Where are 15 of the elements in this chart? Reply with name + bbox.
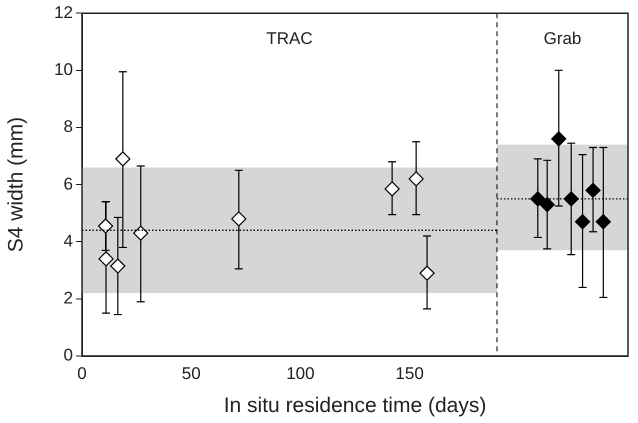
y-tick-label: 8 [64,117,73,136]
x-axis-title: In situ residence time (days) [224,394,486,418]
y-tick-label: 10 [54,60,73,80]
annotation: Grab [544,28,582,48]
x-tick-label: 0 [77,364,87,383]
x-tick-label: 50 [182,364,201,383]
y-tick-label: 2 [64,288,73,308]
y-tick-label: 12 [54,2,73,22]
annotation: TRAC [266,28,313,48]
y-tick-label: 0 [64,346,73,365]
y-tick-label: 4 [64,231,73,250]
y-axis-title: S4 width (mm) [4,116,28,252]
x-tick-label: 150 [395,364,424,383]
x-tick-label: 100 [286,364,315,383]
y-tick-label: 6 [64,174,73,194]
